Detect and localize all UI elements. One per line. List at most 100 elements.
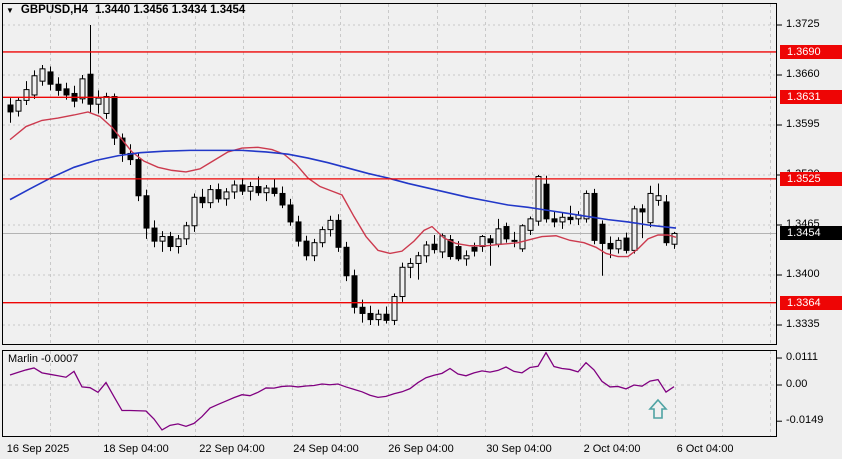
candle-bear	[471, 246, 478, 252]
candle-bear	[447, 239, 454, 258]
quote-title: ▼ GBPUSD,H4 1.3440 1.3456 1.3434 1.3454	[6, 4, 245, 16]
candle-bear	[455, 246, 462, 260]
candle-bull	[223, 191, 230, 200]
quote-ohlc-label: 1.3440 1.3456 1.3434 1.3454	[95, 4, 246, 16]
candle-bear	[359, 306, 366, 314]
candle-bull	[583, 192, 590, 220]
level-price-badge: 1.3364	[780, 295, 842, 310]
candle-bull	[463, 255, 470, 260]
candle-bull	[535, 176, 542, 222]
time-axis-label: 16 Sep 2025	[6, 443, 70, 455]
symbol-period-label: GBPUSD,H4	[20, 4, 89, 16]
candle-bear	[111, 96, 118, 139]
candle-bear	[47, 71, 54, 85]
candle-bull	[175, 238, 182, 248]
price-tick-label: 1.3595	[786, 117, 820, 130]
candle-bear	[119, 137, 126, 154]
indicator-panel-background	[2, 350, 777, 437]
candle-bear	[167, 236, 174, 248]
candle-bear	[303, 240, 310, 257]
indicator-name-label: Marlin -0.0007	[8, 353, 79, 365]
candle-bull	[39, 68, 46, 82]
price-tick-label: 1.3335	[786, 317, 820, 330]
candle-bear	[351, 275, 358, 308]
candle-bull	[207, 189, 214, 204]
indicator-tick-label: 0.0111	[786, 351, 819, 364]
candle-bear	[543, 183, 550, 220]
candle-bull	[407, 262, 414, 268]
candle-bear	[7, 104, 14, 113]
candle-bear	[271, 187, 278, 194]
level-price-badge: 1.3631	[780, 90, 842, 105]
candle-bull	[631, 208, 638, 251]
candle-bull	[31, 75, 38, 96]
price-tick-label: 1.3725	[786, 18, 820, 30]
candle-bear	[599, 223, 606, 244]
candle-bear	[663, 201, 670, 244]
time-axis-label: 6 Oct 04:00	[676, 443, 734, 455]
time-axis-label: 24 Sep 04:00	[293, 443, 359, 455]
candle-bull	[231, 184, 238, 193]
candle-bear	[239, 184, 246, 192]
candle-bear	[199, 196, 206, 204]
candle-bull	[415, 255, 422, 264]
candle-bull	[375, 313, 382, 321]
candle-bear	[87, 73, 94, 105]
candle-bull	[399, 266, 406, 298]
current-price-badge: 1.3454	[780, 226, 842, 241]
time-axis-label: 22 Sep 04:00	[199, 443, 265, 455]
candle-bull	[559, 216, 566, 223]
candle-bear	[551, 218, 558, 223]
candle-bear	[639, 208, 646, 213]
main-panel-background	[2, 3, 777, 345]
symbol-dropdown-icon[interactable]: ▼	[6, 5, 14, 15]
ma-slow-blue-line	[9, 149, 677, 229]
candle-bull	[159, 236, 166, 242]
candle-bear	[63, 88, 70, 96]
candle-bull	[191, 196, 198, 227]
candle-bull	[95, 97, 102, 105]
candle-bear	[623, 237, 630, 251]
candle-bear	[55, 83, 62, 91]
candle-bear	[511, 239, 518, 242]
candle-bull	[519, 225, 526, 250]
candle-bear	[503, 226, 510, 240]
candle-bull	[423, 244, 430, 257]
candle-bear	[215, 189, 222, 200]
candle-bear	[255, 186, 262, 194]
candle-bull	[327, 219, 334, 231]
candle-bull	[183, 225, 190, 240]
candle-bear	[135, 159, 142, 197]
time-axis-label: 18 Sep 04:00	[103, 443, 169, 455]
candle-bull	[103, 96, 110, 114]
indicator-panel-border	[2, 350, 777, 437]
price-tick-label: 1.3400	[786, 267, 820, 280]
candle-bear	[287, 204, 294, 223]
candle-bear	[487, 238, 494, 244]
buy-signal-arrow-icon	[648, 398, 668, 419]
candle-bear	[383, 313, 390, 321]
candle-bull	[391, 296, 398, 321]
main-panel-border	[2, 3, 777, 345]
level-price-badge: 1.3690	[780, 44, 842, 59]
candle-bear	[567, 216, 574, 221]
candle-bear	[295, 221, 302, 242]
candle-bear	[431, 243, 438, 251]
candle-bull	[319, 229, 326, 244]
candle-bull	[247, 186, 254, 192]
candle-bear	[151, 227, 158, 242]
time-axis-label: 26 Sep 04:00	[388, 443, 454, 455]
candle-bull	[311, 242, 318, 257]
ma-fast-red-line	[9, 111, 677, 258]
candle-bull	[479, 236, 486, 248]
candle-bull	[671, 232, 678, 245]
time-axis-label: 30 Sep 04:00	[486, 443, 552, 455]
candle-bear	[143, 195, 150, 229]
candle-bear	[279, 192, 286, 206]
candle-bull	[23, 89, 30, 101]
indicator-tick-label: -0.0149	[786, 414, 824, 427]
candle-bull	[79, 78, 86, 100]
candle-bear	[367, 312, 374, 321]
